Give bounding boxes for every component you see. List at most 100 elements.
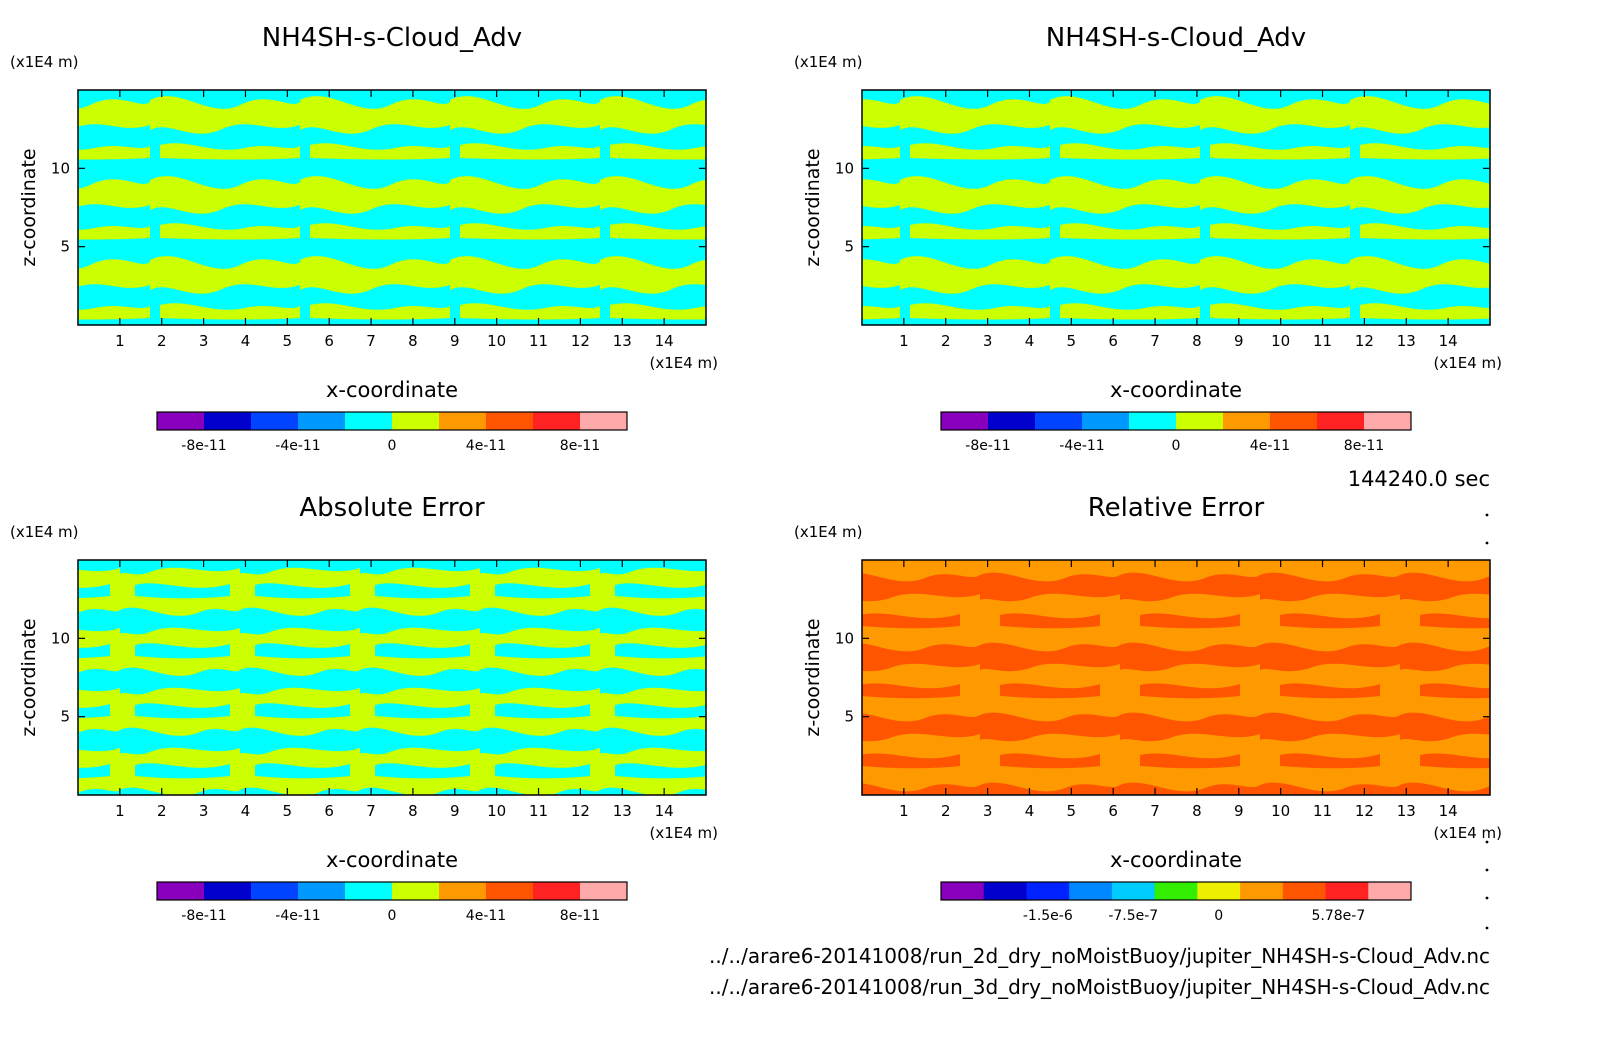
colorbar-label: -1.5e-6: [1023, 908, 1073, 924]
colorbar-frame: [940, 411, 1412, 431]
y-tick-label: 10: [835, 629, 854, 647]
x-tick-label: 10: [1271, 332, 1290, 350]
colorbar-label: 0: [1172, 438, 1181, 454]
y-tick-label: 5: [60, 708, 70, 726]
x-tick-label: 5: [283, 332, 293, 350]
colorbar-swatch: [204, 882, 252, 900]
x-tick-label: 4: [241, 332, 251, 350]
x-tick-label: 7: [1150, 802, 1160, 820]
plot-title: Relative Error: [1088, 493, 1265, 523]
x-tick-label: 11: [1313, 802, 1332, 820]
x-tick-label: 2: [941, 802, 951, 820]
colorbar-swatch: [1082, 412, 1130, 430]
plot-title: NH4SH-s-Cloud_Adv: [1046, 23, 1306, 53]
x-tick-label: 14: [1439, 332, 1458, 350]
colorbar-swatch: [251, 882, 299, 900]
x-tick-label: 13: [1397, 802, 1416, 820]
x-tick-label: 3: [983, 332, 993, 350]
y-axis-unit: (x1E4 m): [794, 523, 863, 541]
y-axis-label: z-coordinate: [18, 618, 40, 736]
margin-dot: [1485, 513, 1489, 517]
colorbar-swatch: [204, 412, 252, 430]
colorbar-label: -7.5e-7: [1108, 908, 1158, 924]
colorbar-label: 8e-11: [1344, 438, 1384, 454]
x-tick-label: 4: [241, 802, 251, 820]
x-tick-label: 7: [1150, 332, 1160, 350]
margin-dot: [1485, 926, 1489, 930]
colorbar-label: 8e-11: [560, 908, 600, 924]
colorbar-label: 0: [388, 438, 397, 454]
x-tick-label: 2: [157, 802, 167, 820]
x-tick-label: 4: [1025, 332, 1035, 350]
y-tick-label: 10: [835, 159, 854, 177]
colorbar-swatch: [157, 412, 205, 430]
y-axis-unit: (x1E4 m): [10, 523, 79, 541]
x-tick-label: 11: [1313, 332, 1332, 350]
colorbar-swatch: [1154, 882, 1198, 900]
colorbar-swatch: [983, 882, 1027, 900]
x-tick-label: 4: [1025, 802, 1035, 820]
y-axis-label: z-coordinate: [802, 148, 824, 266]
margin-dot: [1485, 868, 1489, 872]
x-tick-label: 8: [1192, 802, 1202, 820]
colorbar-swatch: [486, 882, 534, 900]
colorbar-swatch: [1111, 882, 1156, 900]
colorbar-label: 0: [388, 908, 397, 924]
x-tick-label: 14: [655, 802, 674, 820]
x-tick-label: 6: [1108, 802, 1118, 820]
contour-field: [862, 90, 1490, 325]
colorbar-swatch: [1129, 412, 1177, 430]
colorbar-swatch: [1282, 882, 1327, 900]
colorbar-label: 4e-11: [466, 908, 506, 924]
margin-dot: [1485, 896, 1489, 900]
y-tick-label: 10: [51, 159, 70, 177]
x-axis-label: x-coordinate: [326, 848, 458, 872]
y-axis-label: z-coordinate: [802, 618, 824, 736]
colorbar-swatch: [439, 412, 487, 430]
colorbar-label: -4e-11: [275, 438, 320, 454]
colorbar-swatch: [580, 882, 628, 900]
colorbar-swatch: [1368, 882, 1412, 900]
x-tick-label: 5: [1067, 802, 1077, 820]
x-tick-label: 14: [1439, 802, 1458, 820]
x-axis-label: x-coordinate: [326, 378, 458, 402]
x-tick-label: 11: [529, 802, 548, 820]
x-axis-unit: (x1E4 m): [649, 354, 718, 372]
x-tick-label: 9: [1234, 802, 1244, 820]
colorbar-frame: [940, 881, 1412, 901]
colorbar-swatch: [1364, 412, 1412, 430]
colorbar-label: 8e-11: [560, 438, 600, 454]
plot-title: Absolute Error: [299, 493, 485, 523]
x-tick-label: 6: [324, 802, 334, 820]
x-tick-label: 12: [571, 332, 590, 350]
colorbar-swatch: [1270, 412, 1318, 430]
colorbar-swatch: [439, 882, 487, 900]
x-axis-unit: (x1E4 m): [1433, 354, 1502, 372]
x-tick-label: 1: [115, 332, 125, 350]
x-tick-label: 1: [899, 332, 909, 350]
colorbar-swatch: [486, 412, 534, 430]
colorbar-swatch: [941, 882, 985, 900]
x-tick-label: 13: [613, 802, 632, 820]
x-tick-label: 8: [408, 332, 418, 350]
x-tick-label: 12: [1355, 802, 1374, 820]
colorbar-swatch: [1325, 882, 1369, 900]
x-tick-label: 8: [408, 802, 418, 820]
x-tick-label: 9: [450, 332, 460, 350]
colorbar-swatch: [345, 412, 393, 430]
x-tick-label: 3: [983, 802, 993, 820]
colorbar-label: -4e-11: [1059, 438, 1104, 454]
colorbar-swatch: [345, 882, 393, 900]
x-tick-label: 6: [1108, 332, 1118, 350]
colorbar-label: 4e-11: [466, 438, 506, 454]
colorbar-swatch: [533, 882, 581, 900]
plot-frame: [77, 89, 707, 326]
y-tick-label: 5: [844, 708, 854, 726]
colorbar-swatch: [988, 412, 1036, 430]
x-tick-label: 9: [1234, 332, 1244, 350]
plot-frame: [861, 559, 1491, 796]
colorbar-frame: [156, 881, 628, 901]
x-axis-unit: (x1E4 m): [649, 824, 718, 842]
x-axis-label: x-coordinate: [1110, 378, 1242, 402]
